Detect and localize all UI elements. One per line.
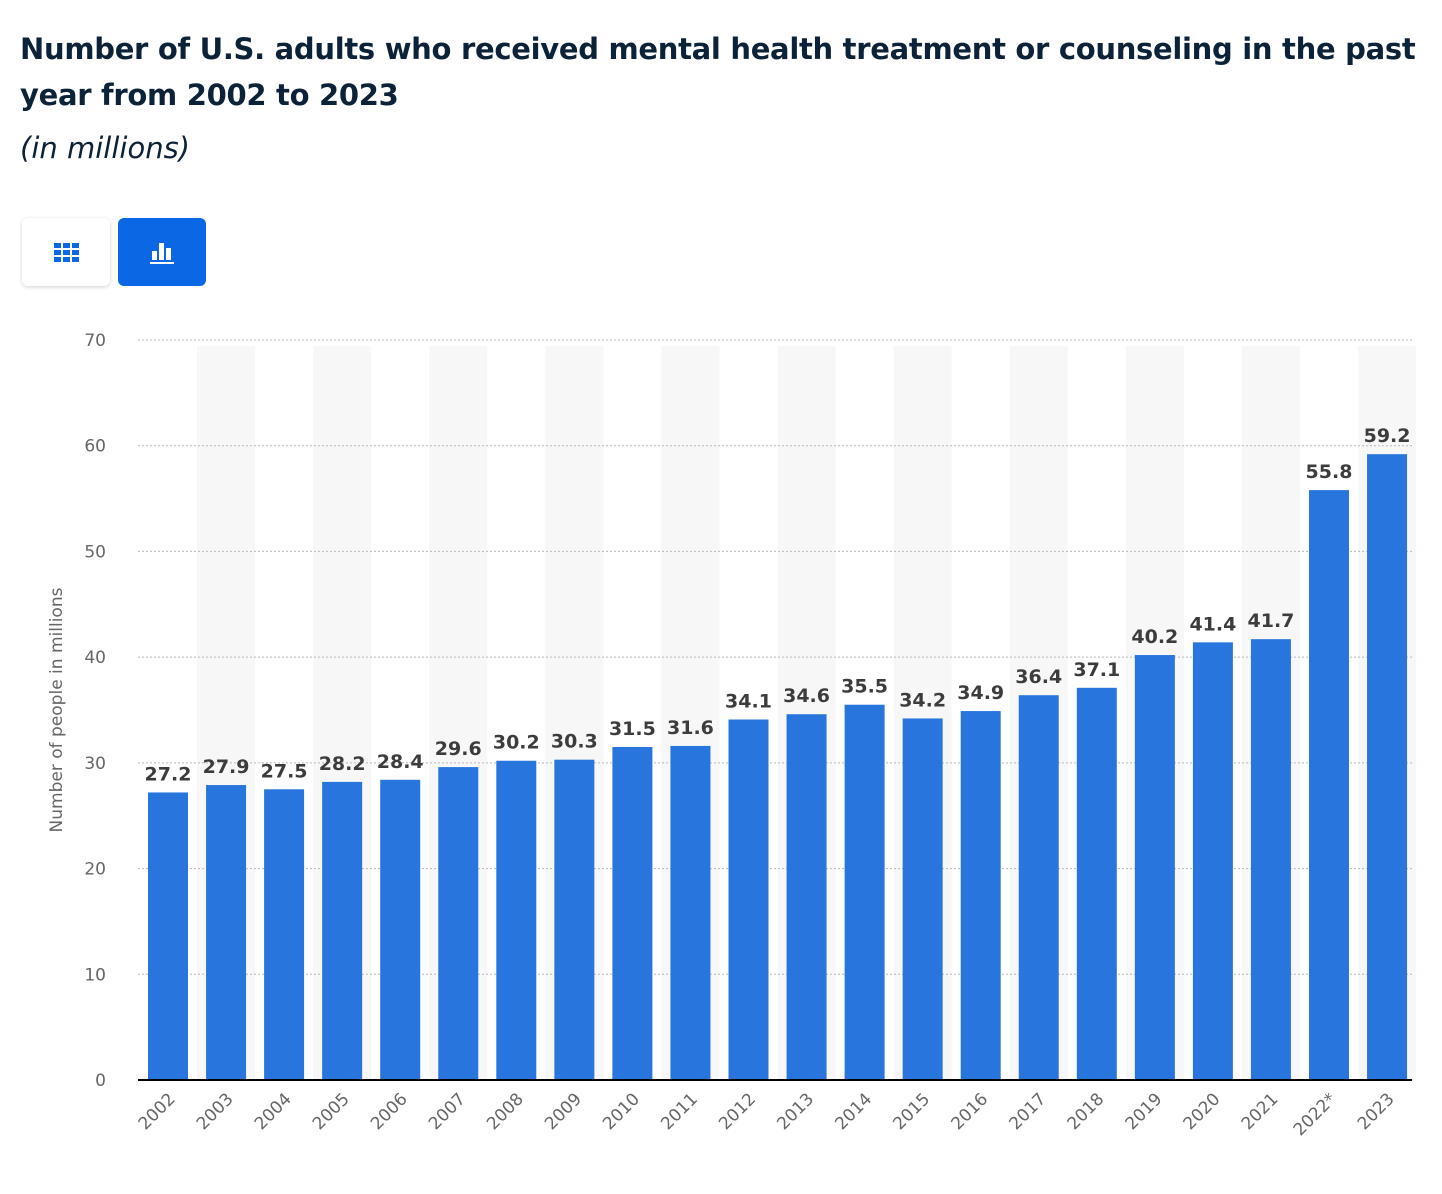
data-label: 27.5 [261,760,308,782]
data-label: 28.2 [319,753,366,775]
x-tick-label: 2010 [599,1089,644,1134]
bar [554,759,595,1080]
y-tick-label: 0 [95,1071,106,1091]
bar [1192,642,1233,1080]
x-tick-label: 2020 [1180,1089,1225,1134]
bar [728,719,769,1080]
x-tick-label: 2019 [1122,1089,1167,1134]
data-label: 27.9 [203,756,250,778]
bar [844,704,885,1080]
x-tick-label: 2015 [889,1089,934,1134]
data-label: 59.2 [1364,425,1411,447]
bar [438,767,479,1080]
x-tick-label: 2012 [715,1089,760,1134]
bar [1134,655,1175,1080]
bar [1076,687,1117,1080]
bar [1367,454,1408,1081]
bar [264,789,305,1080]
y-tick-label: 30 [84,754,106,774]
y-axis-label: Number of people in millions [47,587,67,832]
y-tick-label: 50 [84,542,106,562]
x-tick-label: 2007 [425,1089,470,1134]
data-label: 37.1 [1073,659,1120,681]
data-label: 55.8 [1306,461,1353,483]
y-tick-label: 60 [84,437,106,457]
chart-view-button[interactable] [118,218,206,286]
x-tick-label: 2016 [948,1089,993,1134]
x-tick-label: 2003 [193,1089,238,1134]
y-tick-label: 10 [84,965,106,985]
y-tick-label: 20 [84,860,106,880]
bar-chart-icon [150,243,174,264]
data-label: 34.1 [725,691,772,713]
data-label: 34.2 [899,689,946,711]
bar [496,760,537,1080]
x-tick-label: 2008 [483,1089,528,1134]
bar [380,779,421,1080]
bar [1018,695,1059,1080]
bar [148,792,188,1080]
x-tick-label: 2002 [135,1089,180,1134]
bar [670,745,711,1080]
bar [960,711,1001,1080]
bar [786,714,827,1080]
y-tick-label: 40 [84,648,106,668]
data-label: 40.2 [1131,626,1178,648]
data-label: 27.2 [145,763,192,785]
table-grid-icon [54,243,79,262]
bar [206,785,247,1080]
data-label: 41.7 [1248,610,1295,632]
x-tick-label: 2009 [541,1089,586,1134]
x-tick-label: 2021 [1238,1089,1283,1134]
x-tick-label: 2014 [831,1089,876,1134]
bar [1309,490,1349,1081]
data-label: 30.2 [493,732,540,754]
data-label: 31.6 [667,717,714,739]
x-tick-label: 2017 [1006,1089,1051,1134]
bar [1250,639,1291,1080]
data-label: 35.5 [841,676,888,698]
data-label: 28.4 [377,751,424,773]
x-tick-label: 2011 [657,1089,702,1134]
data-label: 41.4 [1189,613,1236,635]
data-label: 31.5 [609,718,656,740]
data-label: 36.4 [1015,666,1062,688]
bar [322,781,363,1080]
x-tick-label: 2004 [251,1089,296,1134]
x-tick-label: 2022* [1290,1089,1341,1140]
data-label: 30.3 [551,731,598,753]
data-label: 29.6 [435,738,482,760]
chart-subtitle: (in millions) [20,131,190,165]
bar [612,747,653,1080]
x-tick-label: 2005 [309,1089,354,1134]
table-view-button[interactable] [22,218,110,286]
data-label: 34.6 [783,685,830,707]
x-tick-label: 2023 [1354,1089,1399,1134]
x-tick-label: 2018 [1064,1089,1109,1134]
chart-title: Number of U.S. adults who received menta… [20,32,1416,112]
x-tick-label: 2013 [773,1089,818,1134]
x-tick-label: 2006 [367,1089,412,1134]
y-tick-label: 70 [84,331,106,351]
bar [902,718,943,1080]
data-label: 34.9 [957,682,1004,704]
